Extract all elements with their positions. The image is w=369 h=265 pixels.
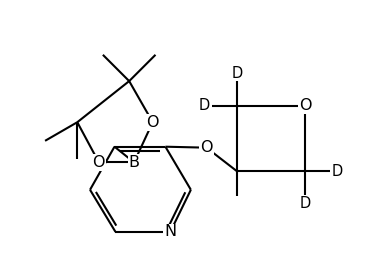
Text: O: O [200,140,213,155]
Text: O: O [299,98,312,113]
Text: O: O [93,155,105,170]
Text: D: D [332,164,343,179]
Text: D: D [199,98,210,113]
Text: D: D [300,196,311,211]
Text: B: B [128,155,139,170]
Text: D: D [231,66,242,81]
Text: N: N [164,224,176,239]
Text: O: O [146,115,159,130]
